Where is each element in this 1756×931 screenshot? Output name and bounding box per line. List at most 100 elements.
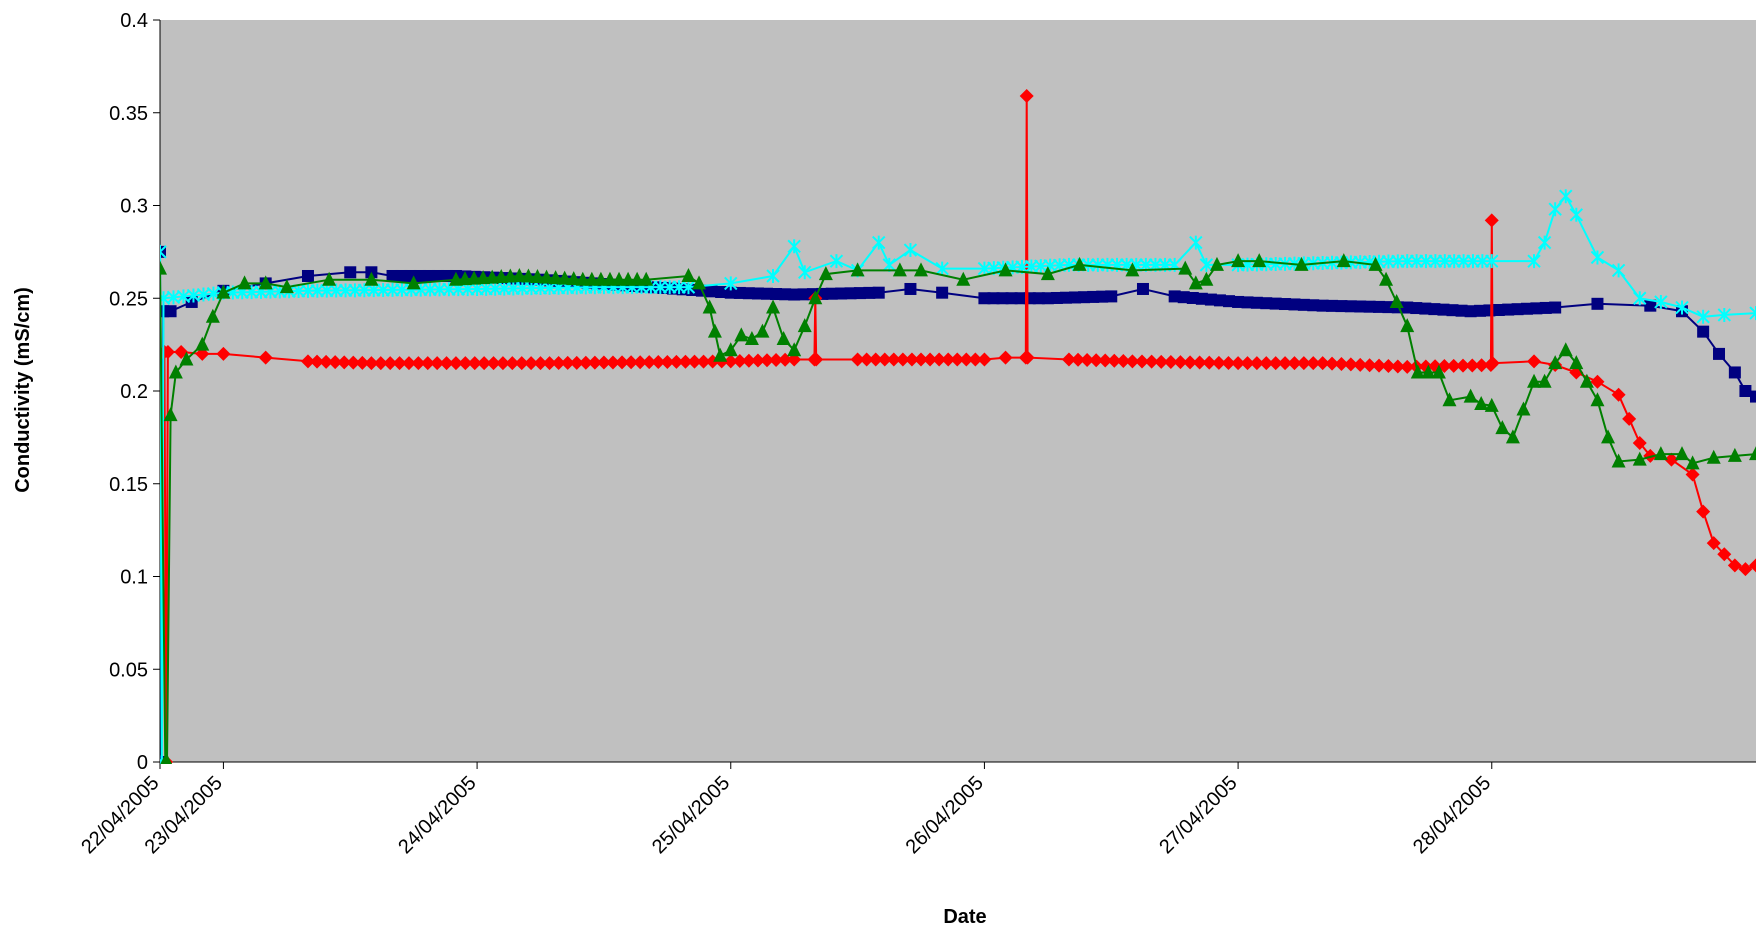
data-point	[1087, 290, 1100, 303]
data-point	[1750, 390, 1756, 403]
data-point	[1664, 452, 1679, 467]
data-point	[1706, 449, 1721, 464]
data-point	[1173, 355, 1188, 370]
data-point	[216, 284, 231, 299]
data-point	[1537, 373, 1552, 388]
data-point	[300, 354, 315, 369]
data-point	[872, 286, 885, 299]
data-point	[755, 323, 770, 338]
data-point	[548, 270, 563, 285]
data-point	[420, 356, 435, 371]
data-point	[1343, 357, 1358, 372]
data-point	[1527, 254, 1541, 269]
data-point	[702, 299, 717, 314]
data-point	[1223, 295, 1236, 308]
data-point	[344, 266, 357, 279]
data-point	[829, 254, 844, 269]
data-point	[1186, 291, 1199, 304]
data-point	[160, 260, 167, 275]
data-point	[355, 355, 370, 370]
data-point	[1474, 358, 1489, 373]
data-point	[612, 271, 627, 286]
data-point	[1344, 300, 1357, 313]
data-point	[844, 287, 857, 300]
data-point	[542, 356, 557, 371]
data-point	[1653, 446, 1668, 461]
data-point	[1463, 388, 1478, 403]
data-point	[486, 356, 501, 371]
data-point	[788, 288, 801, 301]
data-point	[440, 269, 453, 282]
data-point	[1183, 355, 1198, 370]
data-point	[681, 280, 696, 295]
data-point	[892, 262, 907, 277]
data-point	[1401, 301, 1414, 314]
data-point	[1260, 297, 1273, 310]
data-point	[1579, 373, 1594, 388]
data-point	[1041, 292, 1054, 305]
data-point	[237, 275, 252, 290]
x-tick-label: 27/04/2005	[1155, 772, 1241, 858]
data-point	[742, 287, 755, 300]
data-point	[798, 265, 812, 280]
data-point	[1189, 235, 1203, 250]
data-point	[1675, 300, 1689, 315]
data-point	[160, 245, 166, 258]
data-point	[575, 271, 590, 286]
x-tick-label: 26/04/2005	[902, 772, 988, 858]
data-point	[413, 269, 426, 282]
data-point	[569, 355, 584, 370]
data-point	[364, 271, 379, 286]
data-point	[1294, 256, 1309, 271]
data-point	[431, 269, 444, 282]
data-point	[1590, 374, 1605, 389]
data-point	[386, 269, 399, 282]
data-point	[1495, 420, 1510, 435]
data-point	[923, 352, 938, 367]
data-point	[163, 407, 178, 422]
data-point	[760, 287, 773, 300]
data-point	[162, 754, 173, 764]
data-point	[422, 269, 435, 282]
data-point	[895, 352, 910, 367]
x-tick-label: 24/04/2005	[394, 772, 480, 858]
data-point	[1548, 355, 1563, 370]
data-point	[1717, 547, 1732, 562]
data-point	[835, 287, 848, 300]
data-point	[557, 270, 572, 285]
data-point	[448, 356, 463, 371]
data-point	[1749, 446, 1756, 461]
data-point	[301, 269, 314, 282]
data-point	[1069, 291, 1082, 304]
data-point	[521, 268, 536, 283]
data-point	[1098, 353, 1113, 368]
data-point	[477, 356, 492, 371]
data-point	[732, 354, 747, 369]
data-point	[1431, 364, 1446, 379]
data-point	[439, 356, 454, 371]
data-point	[160, 244, 167, 259]
data-point	[1316, 299, 1329, 312]
data-point	[605, 355, 620, 370]
data-point	[1685, 455, 1700, 470]
data-point	[258, 275, 273, 290]
data-point	[639, 271, 654, 286]
data-point	[1279, 298, 1292, 311]
data-point	[1326, 299, 1339, 312]
data-point	[505, 356, 520, 371]
data-point	[551, 355, 566, 370]
data-point	[494, 269, 509, 284]
data-point	[1455, 304, 1468, 317]
data-point	[1325, 356, 1340, 371]
data-point	[853, 287, 866, 300]
data-point	[818, 266, 833, 281]
data-point	[512, 267, 527, 282]
data-point	[1728, 366, 1741, 379]
y-tick-label: 0.1	[120, 567, 148, 589]
data-point	[1675, 446, 1690, 461]
data-point	[1539, 301, 1552, 314]
data-point	[1382, 301, 1395, 314]
data-point	[1569, 207, 1584, 222]
data-point	[734, 327, 749, 342]
data-point	[1465, 358, 1480, 373]
